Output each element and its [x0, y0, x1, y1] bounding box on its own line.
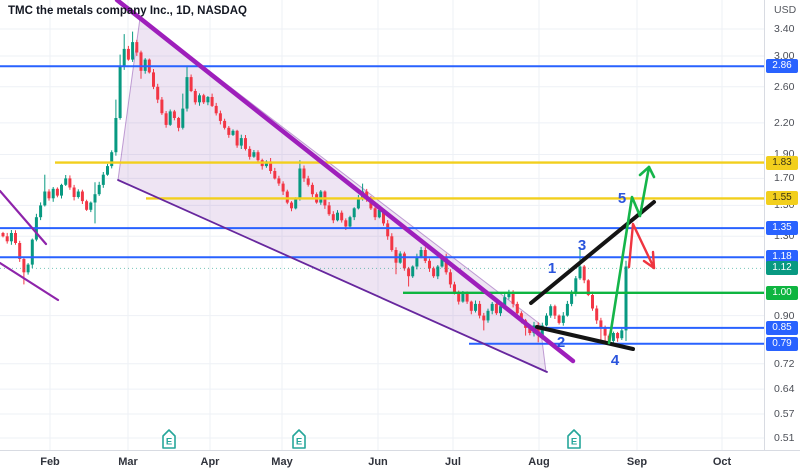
- price-level-chip-1.35: 1.35: [766, 221, 798, 235]
- month-label-Oct: Oct: [712, 456, 732, 468]
- price-tick: 3.40: [774, 23, 795, 35]
- month-label-Sep: Sep: [626, 456, 648, 468]
- bearish-arrowhead[interactable]: [642, 250, 656, 270]
- price-axis[interactable]: USD 3.40 3.00 2.60 2.20 1.90 1.70 1.50 1.30 0.90…: [764, 0, 800, 450]
- symbol-title[interactable]: TMC the metals company Inc., 1D, NASDAQ: [8, 5, 247, 17]
- price-tick: 0.51: [774, 432, 795, 444]
- price-level-chip-0.85: 0.85: [766, 321, 798, 335]
- month-label-Apr: Apr: [200, 456, 220, 468]
- price-tick: 0.57: [774, 408, 795, 420]
- month-label-Feb: Feb: [40, 456, 60, 468]
- currency-label: USD: [774, 4, 797, 16]
- feb-minichannel-lower[interactable]: [0, 261, 60, 302]
- price-level-chip-1.83: 1.83: [766, 156, 798, 170]
- wave-label-1[interactable]: 1: [548, 260, 556, 277]
- price-level-chip-1.12: 1.12: [766, 261, 798, 275]
- price-level-chip-1.18: 1.18: [766, 250, 798, 264]
- price-level-chip-2.86: 2.86: [766, 59, 798, 73]
- month-label-Mar: Mar: [118, 456, 138, 468]
- month-label-Jun: Jun: [368, 456, 388, 468]
- month-label-Jul: Jul: [445, 456, 461, 468]
- wedge-upper-trendline[interactable]: [114, 0, 576, 364]
- wave-label-4[interactable]: 4: [611, 352, 620, 369]
- price-tick: 1.70: [774, 172, 795, 184]
- svg-text:E: E: [296, 437, 302, 448]
- bullish-arrowhead[interactable]: [638, 165, 656, 179]
- falling-wedge-fill[interactable]: [117, 17, 547, 373]
- price-level-chip-1.00: 1.00: [766, 286, 798, 300]
- month-label-May: May: [271, 456, 293, 468]
- wave-label-3[interactable]: 3: [578, 237, 586, 254]
- price-tick: 2.60: [774, 81, 795, 93]
- svg-text:E: E: [166, 437, 172, 448]
- price-tick: 0.90: [774, 310, 795, 322]
- price-tick: 0.72: [774, 358, 795, 370]
- price-level-chip-0.79: 0.79: [766, 337, 798, 351]
- price-level-chip-1.55: 1.55: [766, 191, 798, 205]
- price-tick: 2.20: [774, 117, 795, 129]
- wave-label-5[interactable]: 5: [618, 190, 626, 207]
- earnings-icon[interactable]: E: [567, 429, 581, 449]
- time-axis[interactable]: Feb Mar Apr May Jun Jul Aug Sep Oct: [0, 450, 800, 472]
- bearish-pullback-arrow[interactable]: [627, 222, 656, 270]
- wave-label-2[interactable]: 2: [557, 334, 565, 351]
- earnings-icon[interactable]: E: [162, 429, 176, 449]
- earnings-icon[interactable]: E: [292, 429, 306, 449]
- svg-text:E: E: [571, 437, 577, 448]
- feb-minichannel-upper[interactable]: [0, 189, 48, 246]
- wedge-lower-trendline[interactable]: [117, 179, 548, 373]
- price-tick: 0.64: [774, 383, 795, 395]
- breakout-resistance-line[interactable]: [529, 200, 656, 305]
- month-label-Aug: Aug: [528, 456, 550, 468]
- price-chart-canvas[interactable]: 1 2 3 4 5 E E E: [0, 0, 764, 450]
- bullish-projection-arrow[interactable]: [607, 165, 651, 345]
- base-support-line[interactable]: [535, 325, 635, 351]
